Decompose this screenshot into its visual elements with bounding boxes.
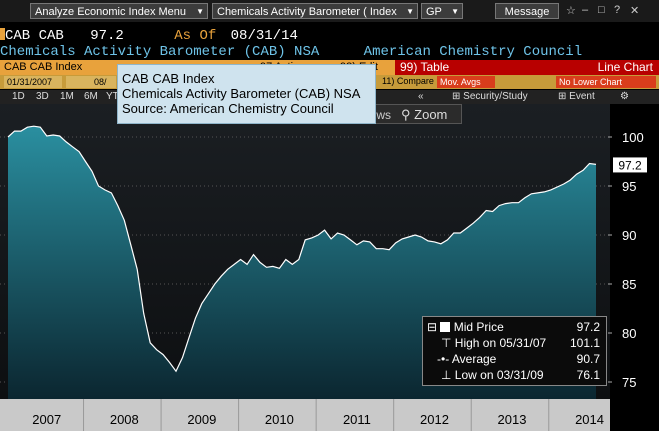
settings-icon[interactable]: ⚙ [620, 91, 629, 102]
period-1m[interactable]: 1M [60, 91, 74, 102]
y-tick-label: 90 [622, 228, 636, 243]
security-tooltip: CAB CAB Index Chemicals Activity Baromet… [117, 64, 376, 124]
maximize-icon[interactable]: □ [598, 4, 605, 16]
high-label: High on 05/31/07 [454, 336, 547, 350]
mid-swatch [440, 322, 451, 332]
compare-button[interactable]: 11) Compare [382, 76, 434, 86]
zoom-button[interactable]: ⚲ Zoom [401, 107, 448, 122]
average-label: Average [451, 352, 497, 366]
help-icon[interactable]: ? [614, 4, 621, 16]
chevron-down-icon: ▼ [196, 7, 204, 16]
as-of-label: As Of [174, 28, 217, 44]
message-button[interactable]: Message [495, 3, 559, 19]
last-value-label: 97.2 [618, 158, 642, 172]
period-3d[interactable]: 3D [36, 91, 49, 102]
security-index-field[interactable]: CAB CAB Index [4, 61, 83, 73]
security-full-name: Chemicals Activity Barometer (CAB) NSA [0, 44, 320, 60]
security-title-dropdown[interactable]: Chemicals Activity Barometer ( Index ▼ [212, 3, 418, 19]
x-tick-label: 2008 [110, 412, 139, 427]
collapse-icon[interactable]: « [418, 91, 424, 102]
event-button[interactable]: ⊞ Event [558, 91, 595, 102]
message-label: Message [504, 6, 550, 18]
high-value: 101.1 [569, 336, 600, 350]
low-marker-icon: ⊥ [441, 368, 452, 382]
security-description: Chemicals Activity Barometer (CAB) NSA A… [0, 44, 582, 60]
y-tick-label: 85 [622, 277, 636, 292]
chart-type-bar: 99) Table Line Chart [395, 60, 659, 75]
start-date-field[interactable]: 01/31/2007 [4, 76, 62, 88]
tooltip-line-3: Source: American Chemistry Council [122, 101, 334, 116]
table-button[interactable]: 99) Table [400, 60, 450, 74]
x-axis-band [0, 399, 610, 431]
mov-avgs-field[interactable]: Mov. Avgs [437, 76, 495, 88]
mid-value: 97.2 [576, 320, 600, 334]
legend-row-high: ⊤ High on 05/31/07 101.1 [427, 335, 602, 351]
legend-toggle-icon[interactable]: ⊟ [427, 320, 438, 334]
y-tick-label: 75 [622, 375, 636, 390]
current-value: 97.2 [90, 28, 124, 44]
x-tick-label: 2013 [498, 412, 527, 427]
close-icon[interactable]: ✕ [630, 5, 640, 17]
minimize-icon[interactable]: – [582, 4, 589, 16]
last-value-tag: 97.2 [613, 157, 647, 173]
analyze-menu-label: Analyze Economic Index Menu [35, 6, 187, 18]
period-1d[interactable]: 1D [12, 91, 25, 102]
chevron-down-icon: ▼ [451, 7, 459, 16]
series-line [7, 125, 597, 373]
x-tick-label: 2012 [420, 412, 449, 427]
average-value: 90.7 [576, 352, 600, 366]
legend-box: ⊟ Mid Price 97.2 ⊤ High on 05/31/07 101.… [422, 316, 607, 386]
y-tick-label: 95 [622, 179, 636, 194]
x-tick-label: 2009 [187, 412, 216, 427]
y-tick-label: 100 [622, 130, 644, 145]
x-axis: 2007 2008 2009 2010 2011 2012 2013 2014 [32, 399, 604, 431]
source-name: American Chemistry Council [363, 44, 583, 60]
legend-row-low: ⊥ Low on 03/31/09 76.1 [427, 367, 602, 383]
security-title-label: Chemicals Activity Barometer ( Index [217, 6, 397, 18]
line-chart-button[interactable]: Line Chart [597, 60, 653, 74]
gp-label: GP [426, 6, 442, 18]
security-header: CAB CAB 97.2 As Of 08/31/14 [0, 28, 298, 44]
tooltip-line-1: CAB CAB Index [122, 71, 215, 86]
legend-row-mid: ⊟ Mid Price 97.2 [427, 319, 602, 335]
x-tick-label: 2011 [343, 412, 371, 427]
end-date-field[interactable]: 08/ [66, 76, 116, 88]
lower-chart-field[interactable]: No Lower Chart [556, 76, 656, 88]
x-tick-label: 2007 [32, 412, 61, 427]
analyze-menu-dropdown[interactable]: Analyze Economic Index Menu ▼ [30, 3, 208, 19]
period-6m[interactable]: 6M [84, 91, 98, 102]
period-ytd[interactable]: YTD [106, 91, 126, 102]
command-bar: Analyze Economic Index Menu ▼ Chemicals … [0, 0, 659, 22]
low-value: 76.1 [576, 368, 600, 382]
x-tick-label: 2014 [575, 412, 604, 427]
chart-tools: News ⚲ Zoom [356, 104, 462, 124]
star-icon[interactable]: ☆ [566, 5, 576, 17]
high-marker-icon: ⊤ [441, 336, 452, 350]
header-marker [0, 28, 5, 40]
tooltip-line-2: Chemicals Activity Barometer (CAB) NSA [122, 86, 361, 101]
chevron-down-icon: ▼ [406, 7, 414, 16]
gp-dropdown[interactable]: GP ▼ [421, 3, 463, 19]
average-marker-icon: -•- [437, 352, 450, 366]
y-axis: 75 80 85 90 95 100 [608, 130, 644, 390]
as-of-date: 08/31/14 [230, 28, 298, 44]
mid-label: Mid Price [453, 320, 504, 334]
low-label: Low on 03/31/09 [454, 368, 544, 382]
x-tick-label: 2010 [265, 412, 294, 427]
ticker-label: CAB CAB [5, 28, 64, 44]
magnifier-icon: ⚲ [401, 107, 411, 122]
y-tick-label: 80 [622, 326, 636, 341]
security-study-button[interactable]: ⊞ Security/Study [452, 91, 528, 102]
legend-row-average: -•- Average 90.7 [427, 351, 602, 367]
